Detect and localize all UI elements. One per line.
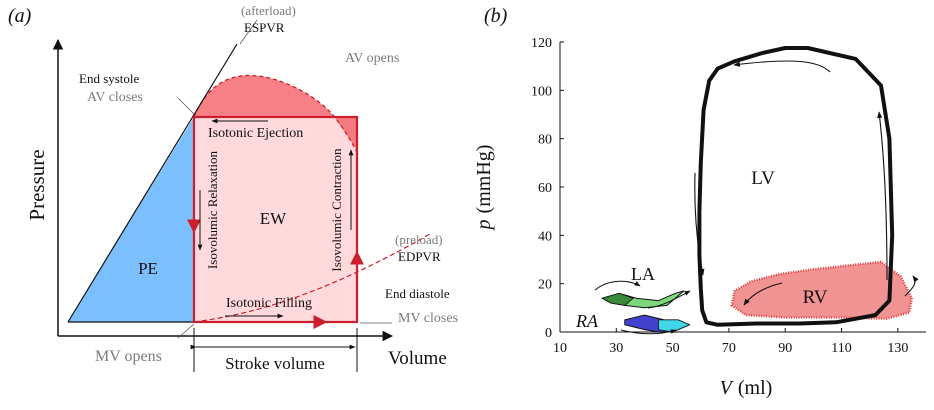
ra-bottom-arrow (620, 329, 677, 335)
x-tick-label: 70 (722, 341, 736, 356)
y-tick-label: 0 (545, 326, 552, 341)
av-closes-label: AV closes (87, 90, 143, 105)
lv-pv-loop (697, 46, 895, 327)
preload-label: (preload) (395, 232, 443, 247)
end-systole-label: End systole (79, 71, 140, 86)
rv-left-arrow (743, 282, 783, 306)
lv-right-arrow (877, 111, 888, 281)
y-axis-title: p(mmHg) (473, 145, 495, 232)
y-tick-label: 100 (531, 84, 552, 99)
afterload-label: (afterload) (241, 3, 296, 18)
ejection-cap-region (194, 75, 357, 150)
end-diastole-label: End diastole (385, 286, 450, 301)
mv-opens-label: MV opens (95, 348, 162, 365)
tick-group: 10 30 50 70 90 110 130 0 20 40 60 80 100 120 (531, 36, 908, 356)
ra-label: RA (575, 311, 599, 331)
mv-opens-leader (177, 323, 195, 339)
x-tick-label: 30 (609, 341, 623, 356)
x-axis-title: V (ml) (720, 377, 773, 399)
la-left-arrow (594, 280, 641, 291)
la-right-arrow (647, 290, 691, 309)
y-tick-label: 40 (538, 229, 552, 244)
edpvr-curve (193, 233, 431, 323)
mv-closes-label: MV closes (398, 311, 458, 326)
espvr-leader (239, 19, 258, 45)
panel-b: (b) 10 30 50 70 90 110 130 0 20 40 60 80 100 120 LV R… (473, 5, 926, 399)
x-tick-label: 10 (553, 341, 567, 356)
espvr-label: ESPVR (244, 20, 285, 35)
espvr-line (67, 43, 238, 323)
end-systole-leader (177, 97, 195, 115)
volume-axis-label: Volume (388, 348, 447, 369)
la-label: LA (631, 264, 655, 284)
x-tick-label: 110 (831, 341, 851, 356)
y-tick-label: 120 (531, 36, 552, 51)
pe-label: PE (138, 259, 158, 278)
edpvr-label: EDPVR (398, 249, 441, 264)
rv-label: RV (803, 287, 828, 308)
y-tick-label: 80 (538, 133, 552, 148)
av-opens-label: AV opens (345, 51, 399, 66)
pressure-axis-label: Pressure (25, 149, 49, 220)
la-lobe (601, 292, 634, 306)
lv-top-arrow (733, 60, 831, 73)
y-tick-label: 20 (538, 278, 552, 293)
rv-pv-loop (730, 260, 914, 320)
ra-lobe (658, 319, 691, 333)
ew-region (194, 117, 357, 322)
stroke-volume-label: Stroke volume (225, 354, 325, 373)
series-group (601, 46, 914, 333)
x-tick-label: 130 (887, 341, 908, 356)
ejection-curve (193, 74, 358, 153)
isovolumic-relaxation-label: Isovolumic Relaxation (205, 150, 220, 269)
isotonic-filling-label: Isotonic Filling (226, 296, 312, 311)
panel-b-label: (b) (484, 5, 508, 27)
lv-left-arrow (694, 172, 705, 276)
panel-a: (a) (8, 3, 458, 373)
rv-right-arrow (904, 275, 919, 297)
panel-a-label: (a) (8, 5, 32, 27)
x-tick-label: 50 (666, 341, 680, 356)
ew-label: EW (260, 209, 287, 228)
lv-label: LV (751, 168, 775, 189)
isovolumic-contraction-label: Isovolumic Contraction (329, 148, 344, 272)
x-tick-label: 90 (778, 341, 792, 356)
isotonic-ejection-label: Isotonic Ejection (208, 126, 303, 141)
y-tick-label: 60 (538, 181, 552, 196)
